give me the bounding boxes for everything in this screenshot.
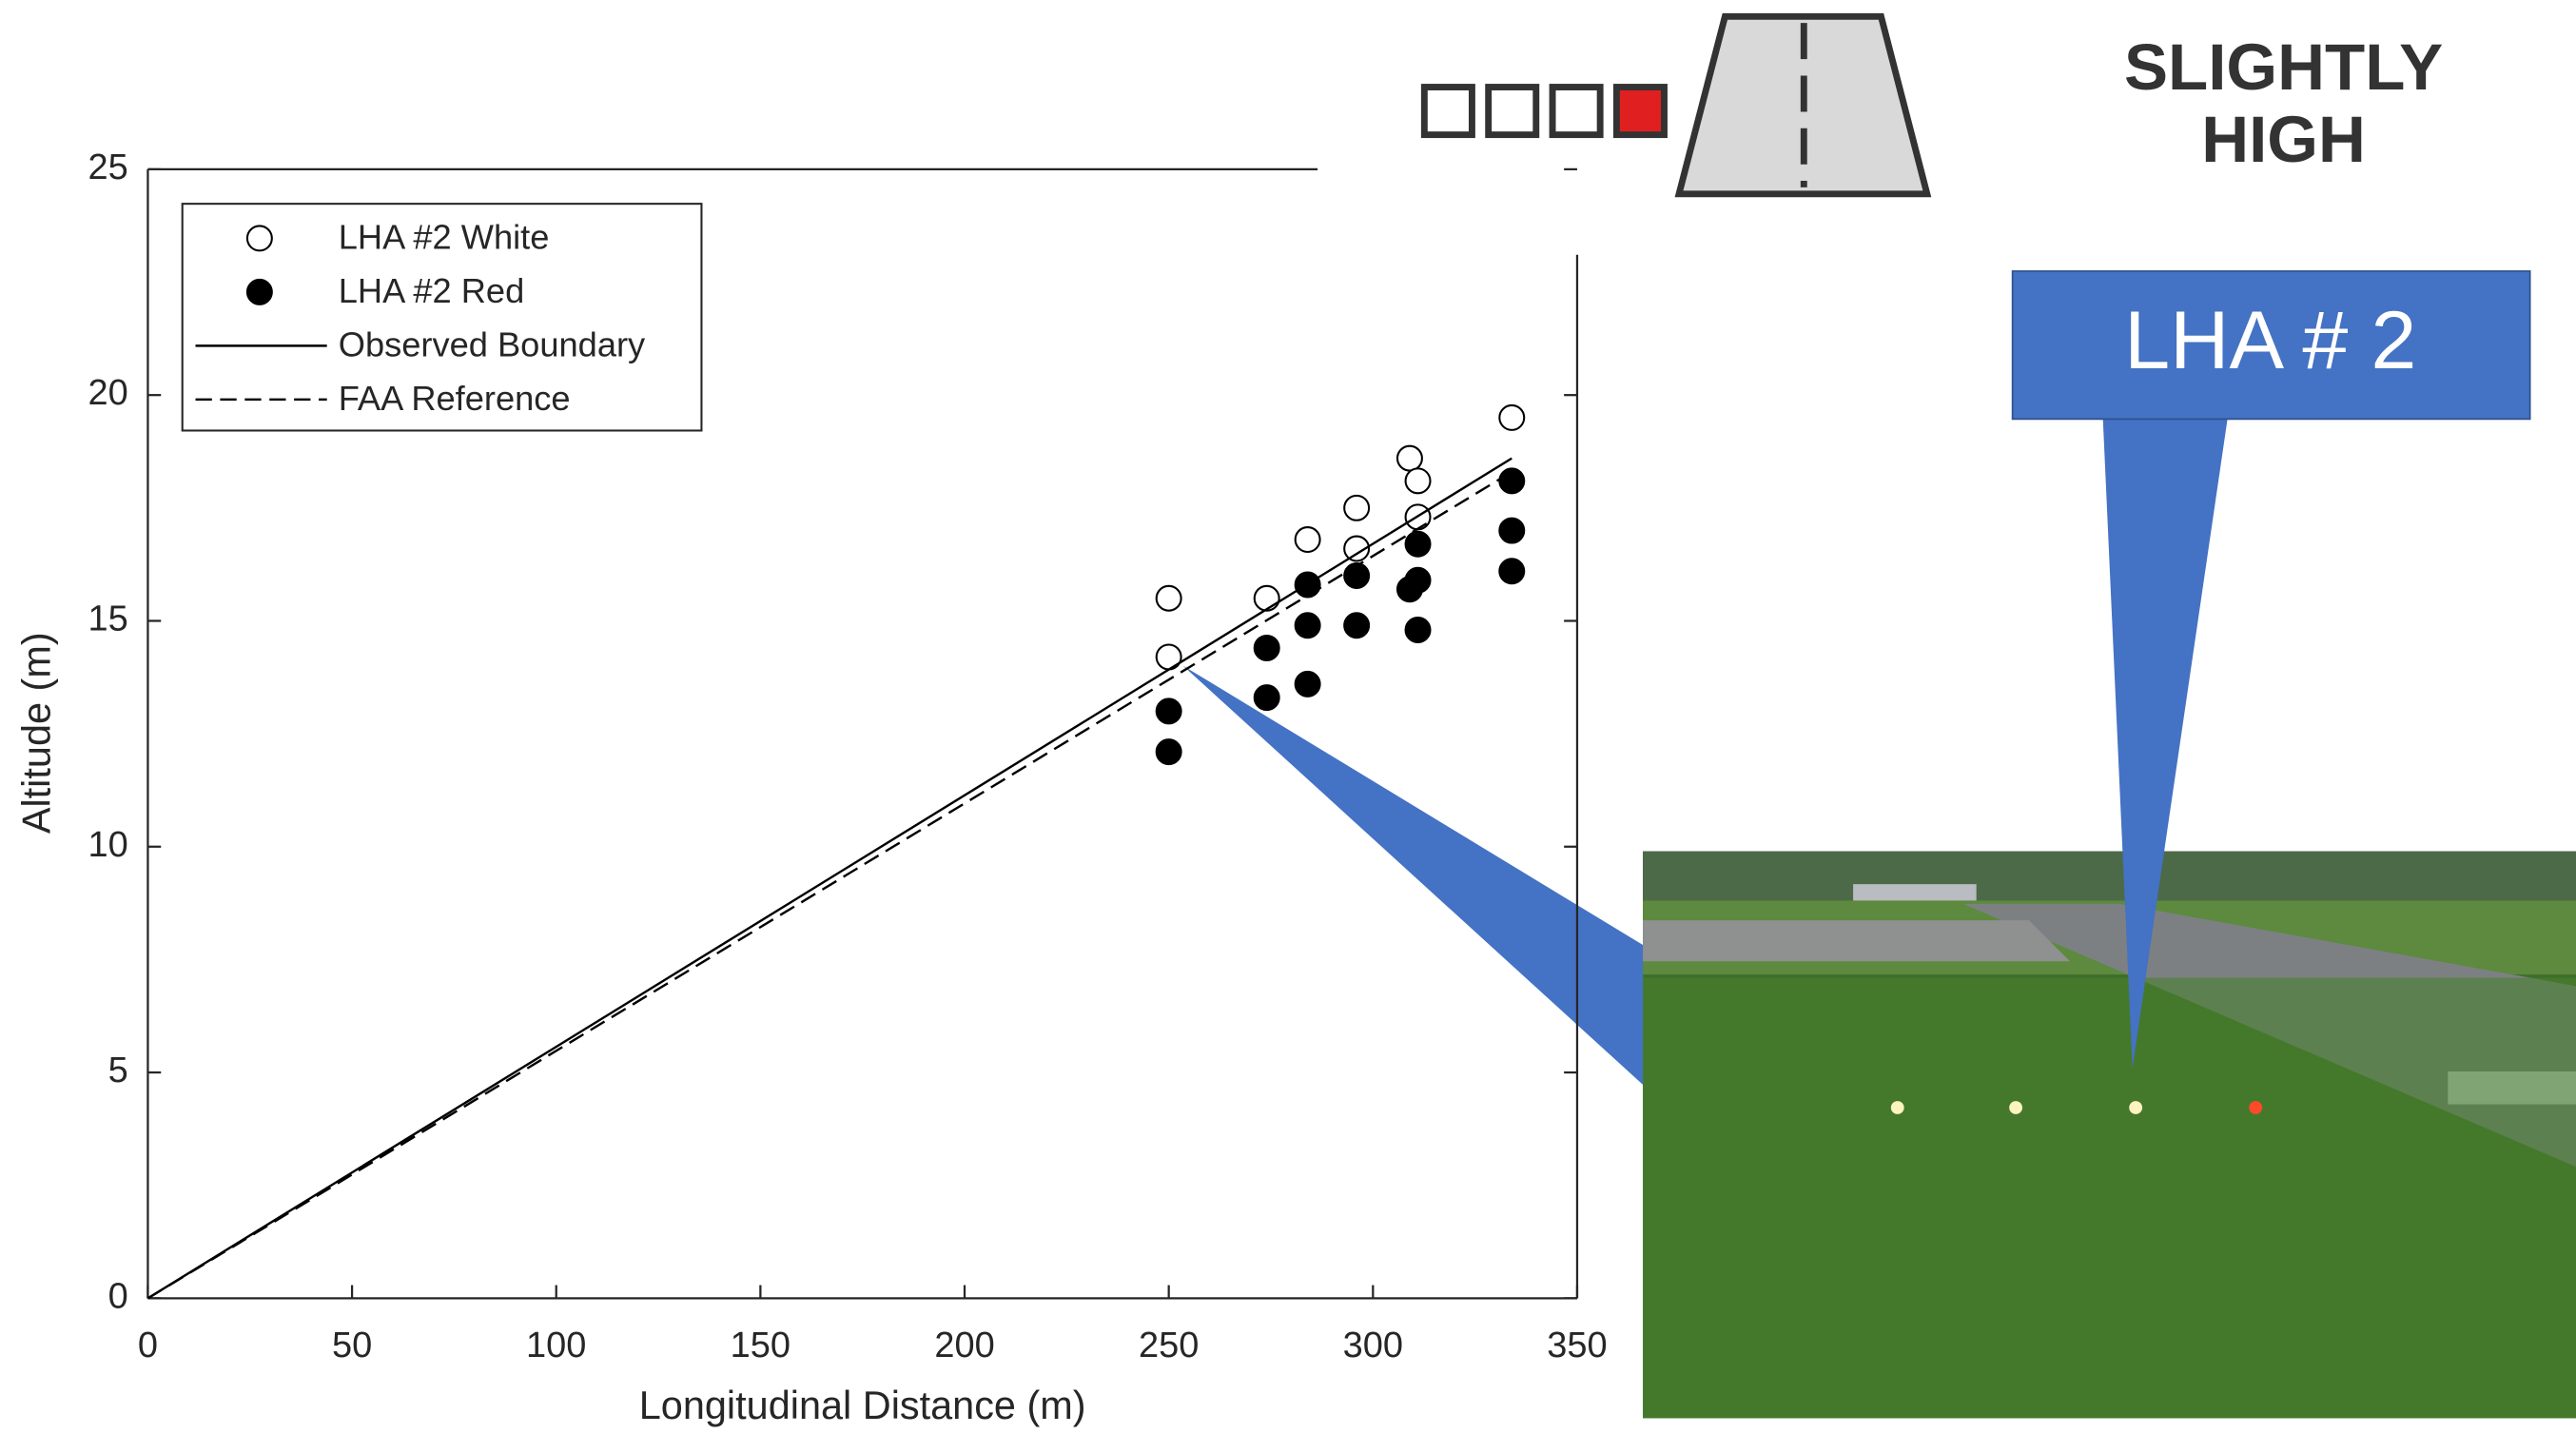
x-tick-label: 250 — [1139, 1326, 1199, 1365]
data-point — [1155, 643, 1182, 671]
data-point — [1294, 670, 1321, 697]
legend-swatch — [245, 225, 273, 252]
data-point — [1404, 530, 1432, 558]
data-point — [1253, 584, 1280, 612]
x-tick-label: 300 — [1343, 1326, 1403, 1365]
data-point — [1294, 612, 1321, 639]
series-line — [146, 470, 1512, 1300]
status-label: SLIGHTLY — [2124, 29, 2443, 104]
y-tick-label: 20 — [88, 373, 127, 413]
data-point — [1404, 616, 1432, 643]
data-point — [1253, 634, 1280, 661]
data-point — [1404, 566, 1432, 594]
data-point — [1155, 697, 1182, 725]
y-tick-label: 25 — [88, 147, 127, 187]
legend-label: FAA Reference — [339, 379, 571, 418]
x-tick-label: 150 — [731, 1326, 790, 1365]
callout-pointer — [2102, 417, 2228, 1069]
y-axis-label: Altitude (m) — [13, 632, 58, 834]
status-label: HIGH — [2201, 102, 2366, 176]
data-point — [1404, 467, 1432, 495]
y-tick-label: 15 — [88, 599, 127, 639]
data-point — [1498, 467, 1526, 495]
papi-icon — [1420, 12, 1932, 198]
data-point — [1155, 738, 1182, 766]
runway-photo — [1643, 851, 2576, 1419]
axes-frame — [146, 167, 1579, 1300]
legend-swatch — [245, 278, 273, 305]
data-point — [1343, 494, 1371, 521]
x-tick-label: 50 — [332, 1326, 372, 1365]
data-point — [1498, 517, 1526, 544]
data-point — [1343, 612, 1371, 639]
data-point — [1498, 403, 1526, 431]
data-point — [1253, 684, 1280, 712]
y-tick-label: 5 — [108, 1051, 128, 1090]
y-tick-label: 10 — [88, 825, 127, 865]
series-line — [146, 457, 1512, 1300]
callout-box — [2011, 270, 2531, 421]
legend-label: LHA #2 Red — [339, 271, 524, 310]
data-point — [1155, 584, 1182, 612]
x-tick-label: 100 — [526, 1326, 586, 1365]
callout-pointer — [1182, 665, 1644, 1085]
x-tick-label: 200 — [934, 1326, 994, 1365]
legend-label: Observed Boundary — [339, 325, 646, 364]
callout-label: LHA # 2 — [2124, 295, 2416, 386]
data-point — [1498, 558, 1526, 585]
legend-label: LHA #2 White — [339, 218, 550, 257]
y-tick-label: 0 — [108, 1276, 128, 1316]
data-point — [1294, 526, 1321, 554]
data-point — [1343, 535, 1371, 562]
x-axis-label: Longitudinal Distance (m) — [639, 1383, 1086, 1427]
x-tick-label: 350 — [1547, 1326, 1607, 1365]
x-tick-label: 0 — [138, 1326, 158, 1365]
data-point — [1395, 444, 1423, 472]
